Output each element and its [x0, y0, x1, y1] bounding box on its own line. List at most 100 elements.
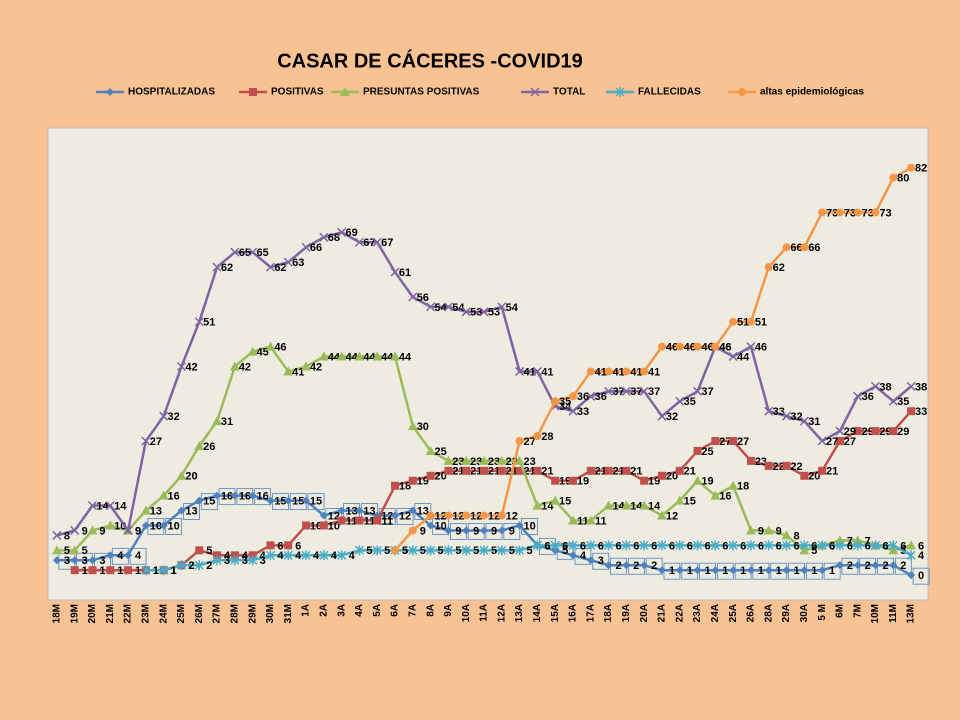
x-tick-label: 11M: [888, 604, 899, 623]
x-tick-label: 19M: [69, 604, 80, 623]
data-label: 21: [826, 466, 838, 478]
label-box: [894, 557, 912, 575]
marker: [746, 342, 756, 352]
marker: [656, 510, 667, 520]
marker: [835, 426, 845, 436]
marker: [585, 515, 596, 525]
x-tick-label: 30M: [265, 604, 276, 623]
x-tick-label: 29M: [247, 604, 258, 623]
x-tick-label: 16A: [568, 604, 579, 622]
x-tick-label: 22A: [674, 604, 685, 622]
marker: [426, 471, 435, 480]
marker: [604, 367, 613, 376]
marker: [105, 501, 115, 511]
marker: [497, 302, 507, 312]
data-label: 20: [185, 471, 197, 483]
marker: [407, 421, 418, 431]
data-label: 2: [206, 560, 212, 572]
x-tick-label: 7A: [407, 604, 418, 617]
data-label: 14: [630, 501, 643, 513]
x-tick-label: 5 M: [817, 604, 828, 621]
x-tick-label: 10A: [461, 604, 472, 622]
marker: [871, 427, 880, 436]
marker: [176, 361, 186, 372]
label-box: [574, 547, 592, 565]
data-label: 6: [598, 540, 604, 552]
data-label: 6: [847, 540, 853, 552]
data-label: 19: [577, 476, 589, 488]
marker: [907, 407, 916, 416]
data-label: 6: [829, 540, 835, 552]
marker: [426, 302, 436, 312]
x-tick-label: 21A: [657, 604, 668, 622]
data-label: 45: [257, 346, 269, 358]
label-box: [912, 567, 930, 585]
x-tick-label: 25A: [728, 604, 739, 622]
data-label: 22: [773, 461, 785, 473]
x-tick-label: 28A: [763, 604, 774, 622]
data-label: 14: [541, 501, 554, 513]
marker: [176, 560, 186, 571]
marker: [729, 437, 738, 446]
label-box: [521, 518, 538, 535]
data-label: 41: [612, 366, 624, 378]
marker: [728, 540, 738, 551]
marker: [462, 511, 471, 520]
x-tick-label: 30A: [799, 604, 810, 622]
data-label: 62: [773, 262, 785, 274]
data-label: 41: [292, 366, 304, 378]
data-label: 54: [452, 302, 465, 314]
marker: [533, 432, 542, 441]
data-label: 46: [755, 342, 767, 354]
data-label: 1: [740, 565, 746, 577]
marker: [265, 341, 276, 351]
data-label: 13: [417, 505, 429, 517]
data-label: 27: [844, 436, 856, 448]
data-label: 29: [862, 426, 874, 438]
marker: [551, 476, 560, 485]
marker: [586, 391, 596, 401]
data-label: 2: [651, 560, 657, 572]
marker: [141, 565, 151, 576]
data-label: 54: [506, 302, 519, 314]
marker: [479, 307, 489, 317]
marker: [621, 540, 631, 551]
marker: [763, 525, 774, 535]
data-label: 6: [633, 540, 639, 552]
data-label: 11: [595, 515, 607, 527]
data-label: 41: [648, 366, 660, 378]
marker: [568, 406, 578, 416]
data-label: 41: [595, 366, 607, 378]
data-label: 73: [862, 207, 874, 219]
data-label: 36: [595, 391, 607, 403]
marker: [265, 262, 275, 272]
legend-label: PRESUNTAS POSITIVAS: [363, 87, 480, 98]
marker: [319, 550, 329, 561]
data-label: 16: [719, 491, 731, 503]
marker: [764, 461, 773, 470]
marker: [800, 471, 809, 480]
data-label: 41: [523, 366, 535, 378]
marker: [639, 540, 649, 551]
data-label: 16: [221, 491, 233, 503]
marker: [870, 381, 881, 391]
marker: [461, 545, 471, 556]
data-label: 1: [687, 565, 693, 577]
data-label: 82: [915, 163, 927, 175]
marker: [426, 545, 436, 556]
marker: [354, 351, 365, 361]
label-box: [165, 518, 183, 535]
data-label: 46: [274, 342, 286, 354]
data-label: 9: [135, 525, 141, 537]
marker: [372, 545, 382, 556]
x-tick-label: 26A: [746, 604, 757, 622]
data-label: 5: [64, 545, 70, 557]
marker: [746, 317, 755, 326]
data-label: 1: [776, 565, 782, 577]
data-label: 66: [790, 242, 802, 254]
data-label: 10: [150, 520, 162, 532]
marker: [871, 208, 880, 217]
marker: [515, 437, 524, 446]
marker: [70, 525, 80, 535]
data-label: 7: [847, 535, 853, 547]
